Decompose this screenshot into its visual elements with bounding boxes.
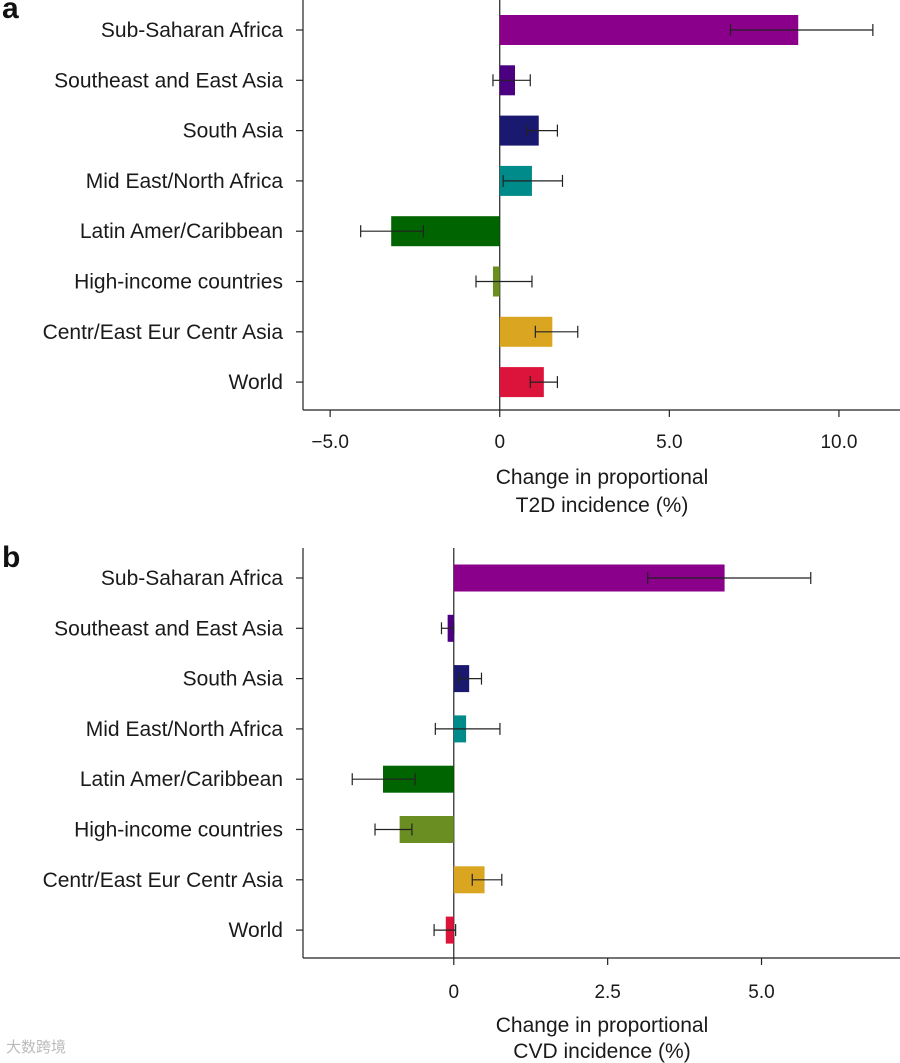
panel-a-category-label: Centr/East Eur Centr Asia	[43, 321, 284, 344]
panel-b-x-axis-title-line2: CVD incidence (%)	[513, 1040, 690, 1063]
panel-b-x-axis-title-line1: Change in proportional	[496, 1014, 708, 1037]
panel-b-category-label: Southeast and East Asia	[54, 617, 283, 640]
panel-b-category-label: Sub-Saharan Africa	[101, 567, 283, 590]
panel-a-x-tick-label: 0	[494, 432, 505, 453]
panel-a-x-tick-label: −5.0	[311, 432, 349, 453]
panel-a-x-tick-label: 5.0	[656, 432, 682, 453]
panel-b-category-label: South Asia	[183, 668, 284, 691]
panel-b-category-label: Mid East/North Africa	[86, 718, 284, 741]
panel-b-category-label: World	[229, 919, 283, 942]
panel-a-category-label: World	[229, 371, 283, 394]
panel-b-category-label: Latin Amer/Caribbean	[80, 768, 283, 791]
panel-a-category-label: Sub-Saharan Africa	[101, 19, 283, 42]
panel-a-category-label: Latin Amer/Caribbean	[80, 220, 283, 243]
panel-a-x-axis-title-line1: Change in proportional	[496, 466, 708, 489]
panel-b-x-tick-label: 5.0	[748, 982, 774, 1003]
panel-a-letter: a	[2, 0, 19, 25]
panel-b-category-label: Centr/East Eur Centr Asia	[43, 869, 284, 892]
panel-b-x-tick-label: 2.5	[594, 982, 620, 1003]
panel-b-category-label: High-income countries	[74, 819, 283, 842]
panel-a-category-label: South Asia	[183, 120, 284, 143]
watermark-text: 大数跨境	[6, 1038, 67, 1056]
panel-a-category-label: Southeast and East Asia	[54, 69, 283, 92]
panel-b-letter: b	[2, 541, 20, 574]
panel-a-category-label: High-income countries	[74, 271, 283, 294]
panel-a-x-tick-label: 10.0	[820, 432, 857, 453]
panel-a-category-label: Mid East/North Africa	[86, 170, 284, 193]
panel-a-x-axis-title-line2: T2D incidence (%)	[516, 494, 689, 517]
panel-b-x-tick-label: 0	[448, 982, 459, 1003]
